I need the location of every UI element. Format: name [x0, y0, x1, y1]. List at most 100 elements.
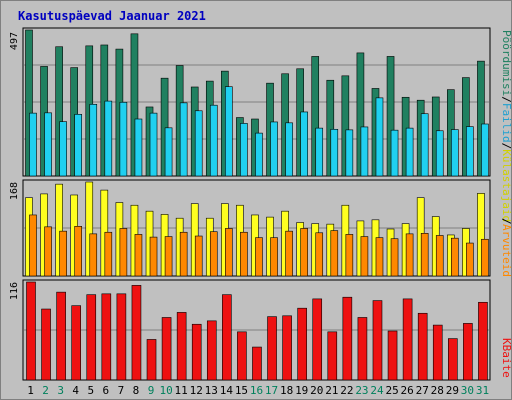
- bar-kbaite-day-6: [101, 293, 112, 381]
- bar-failid-day-19: [300, 111, 308, 177]
- bar-kbaite-day-21: [327, 331, 338, 381]
- bar-failid-day-31: [481, 123, 489, 177]
- bar-arvuteid-day-21: [330, 230, 339, 277]
- bar-kbaite-day-10: [161, 317, 172, 381]
- bar-failid-day-26: [405, 127, 414, 177]
- day-label-30: 30: [461, 384, 474, 397]
- bar-failid-day-2: [44, 112, 52, 177]
- day-label-24: 24: [370, 384, 384, 397]
- day-label-28: 28: [431, 384, 444, 397]
- legend-top: Pöördumisi/Failid/Külastajaid: [500, 30, 512, 222]
- bar-kbaite-day-25: [387, 330, 398, 381]
- bar-külastajaid-day-31: [477, 193, 485, 277]
- panel-top-bars: [25, 29, 489, 177]
- day-label-20: 20: [310, 384, 323, 397]
- bar-kbaite-day-15: [237, 331, 247, 381]
- bar-arvuteid-day-28: [435, 235, 444, 277]
- bar-arvuteid-day-16: [255, 237, 263, 277]
- bar-arvuteid-day-17: [270, 237, 278, 277]
- bar-pöördumisi-day-23: [356, 52, 365, 177]
- bar-failid-day-5: [89, 104, 98, 177]
- bar-pöördumisi-day-8: [130, 33, 139, 177]
- bar-kbaite-day-11: [176, 312, 187, 381]
- panel-middle-bars: [25, 181, 489, 277]
- day-label-25: 25: [385, 384, 398, 397]
- bar-failid-day-27: [420, 113, 429, 177]
- bar-failid-day-24: [375, 97, 384, 177]
- bar-kbaite-day-26: [402, 298, 413, 381]
- panel-kbytes: 116: [9, 279, 491, 381]
- day-label-16: 16: [250, 384, 263, 397]
- bar-arvuteid-day-22: [345, 234, 354, 277]
- bar-failid-day-4: [74, 114, 82, 177]
- bar-failid-day-21: [330, 128, 339, 177]
- chart-title: Kasutuspäevad Jaanuar 2021: [18, 9, 206, 23]
- bar-failid-day-25: [390, 129, 399, 177]
- bar-kbaite-day-16: [252, 346, 262, 381]
- bar-arvuteid-day-31: [481, 238, 489, 277]
- bar-kbaite-day-29: [448, 338, 458, 381]
- legend-kbytes: KBaite: [500, 338, 512, 378]
- bar-failid-day-30: [466, 126, 474, 177]
- legend-sep-2: /: [500, 143, 512, 150]
- bar-arvuteid-day-6: [104, 231, 113, 277]
- bar-failid-day-29: [451, 129, 459, 177]
- bar-kbaite-day-4: [71, 305, 81, 381]
- legend-sep-1: /: [500, 96, 512, 103]
- bar-failid-day-14: [225, 86, 233, 177]
- bar-pöördumisi-day-31: [477, 60, 485, 177]
- bar-arvuteid-day-14: [225, 228, 233, 277]
- bar-arvuteid-day-20: [315, 232, 324, 277]
- bar-arvuteid-day-23: [360, 236, 369, 277]
- bar-kbaite-day-22: [342, 296, 353, 381]
- legend-visits: Külastajaid: [500, 149, 512, 222]
- bar-arvuteid-day-26: [405, 233, 414, 277]
- panel-middle-max-label: 168: [9, 182, 20, 200]
- bar-arvuteid-day-8: [134, 234, 143, 277]
- bar-arvuteid-day-1: [29, 214, 37, 277]
- bar-arvuteid-day-30: [466, 242, 474, 277]
- day-label-11: 11: [175, 384, 188, 397]
- bar-kbaite-day-5: [86, 294, 97, 381]
- bar-failid-day-18: [285, 122, 293, 177]
- bar-kbaite-day-20: [312, 298, 323, 381]
- bar-pöördumisi-day-3: [55, 46, 63, 177]
- bar-kbaite-day-8: [131, 285, 142, 381]
- day-label-14: 14: [220, 384, 234, 397]
- bar-kbaite-day-24: [372, 300, 383, 381]
- day-label-15: 15: [235, 384, 248, 397]
- bar-failid-day-10: [164, 127, 173, 177]
- legend-middle: /: [500, 218, 512, 225]
- day-label-31: 31: [476, 384, 489, 397]
- bar-failid-day-28: [435, 130, 444, 177]
- day-label-10: 10: [159, 384, 172, 397]
- day-label-6: 6: [103, 384, 110, 397]
- panel-bottom-bars: [26, 281, 488, 381]
- bar-failid-day-11: [179, 102, 188, 177]
- bar-arvuteid-day-4: [74, 226, 82, 277]
- bar-failid-day-22: [345, 129, 354, 177]
- bar-arvuteid-day-13: [209, 231, 218, 277]
- bar-kbaite-day-9: [146, 339, 157, 381]
- panel-bottom-max-label: 116: [9, 282, 20, 300]
- bar-failid-day-3: [59, 121, 67, 177]
- bar-failid-day-20: [315, 127, 324, 177]
- day-label-27: 27: [416, 384, 429, 397]
- bar-kbaite-day-23: [357, 317, 368, 381]
- day-label-1: 1: [27, 384, 34, 397]
- bar-pöördumisi-day-20: [311, 56, 320, 177]
- bar-kbaite-day-12: [191, 323, 202, 381]
- panel-visits-hosts: 168: [9, 179, 491, 277]
- bar-failid-day-15: [240, 123, 248, 177]
- day-label-3: 3: [57, 384, 64, 397]
- bar-kbaite-day-14: [222, 294, 232, 381]
- bar-pöördumisi-day-1: [25, 29, 33, 177]
- legend-hosts: Arvuteid: [500, 224, 512, 277]
- bar-kbaite-day-1: [26, 281, 36, 381]
- bar-kbaite-day-28: [432, 324, 443, 381]
- bar-pöördumisi-day-21: [326, 79, 335, 177]
- bar-kbaite-day-13: [206, 320, 217, 381]
- bar-failid-day-13: [209, 104, 218, 177]
- bar-failid-day-7: [119, 101, 128, 177]
